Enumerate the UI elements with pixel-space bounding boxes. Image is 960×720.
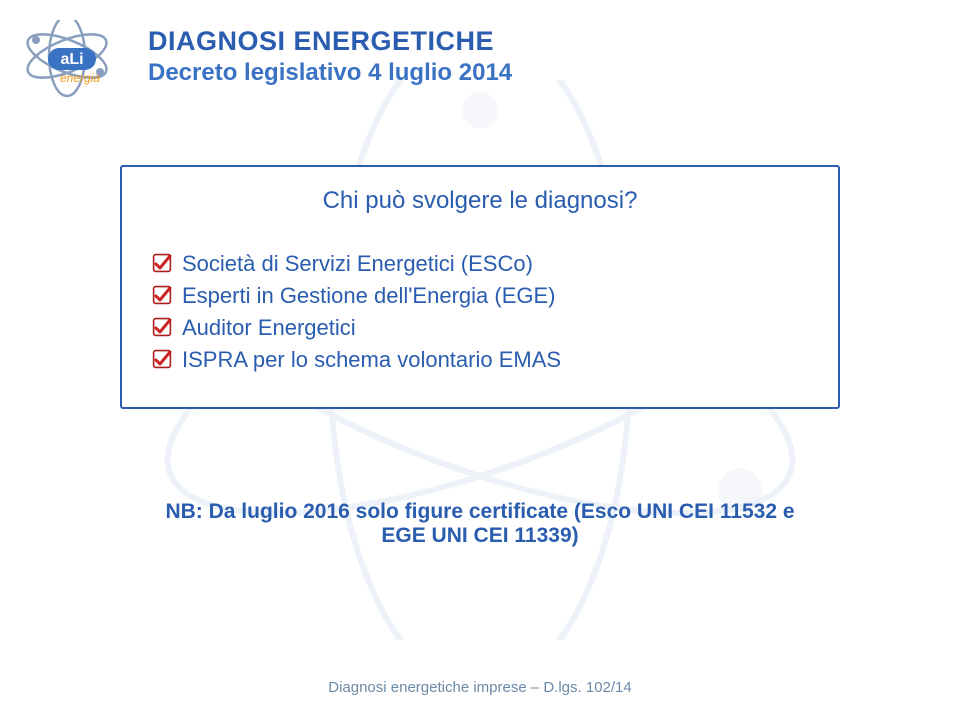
bullet-list: Società di Servizi Energetici (ESCo) Esp… [152, 251, 812, 373]
svg-text:aLi: aLi [60, 51, 83, 68]
check-icon [152, 349, 172, 369]
check-icon [152, 253, 172, 273]
svg-text:energia: energia [60, 71, 100, 85]
note-line-1: NB: Da luglio 2016 solo figure certifica… [100, 500, 860, 524]
content-box: Chi può svolgere le diagnosi? Società di… [120, 165, 840, 409]
bullet-text: Auditor Energetici [182, 315, 356, 341]
list-item: Società di Servizi Energetici (ESCo) [152, 251, 812, 277]
list-item: Esperti in Gestione dell'Energia (EGE) [152, 283, 812, 309]
list-item: Auditor Energetici [152, 315, 812, 341]
question-line: Chi può svolgere le diagnosi? [148, 187, 812, 215]
slide-title: DIAGNOSI ENERGETICHE [148, 26, 512, 57]
note-block: NB: Da luglio 2016 solo figure certifica… [100, 500, 860, 548]
bullet-text: ISPRA per lo schema volontario EMAS [182, 347, 561, 373]
check-icon [152, 317, 172, 337]
check-icon [152, 285, 172, 305]
bullet-text: Società di Servizi Energetici (ESCo) [182, 251, 533, 277]
bullet-text: Esperti in Gestione dell'Energia (EGE) [182, 283, 555, 309]
slide-subtitle: Decreto legislativo 4 luglio 2014 [148, 59, 512, 87]
brand-logo: aLi energia [22, 20, 132, 100]
slide-footer: Diagnosi energetiche imprese – D.lgs. 10… [0, 679, 960, 696]
note-line-2: EGE UNI CEI 11339) [100, 524, 860, 548]
list-item: ISPRA per lo schema volontario EMAS [152, 347, 812, 373]
slide-heading: DIAGNOSI ENERGETICHE Decreto legislativo… [148, 26, 512, 87]
